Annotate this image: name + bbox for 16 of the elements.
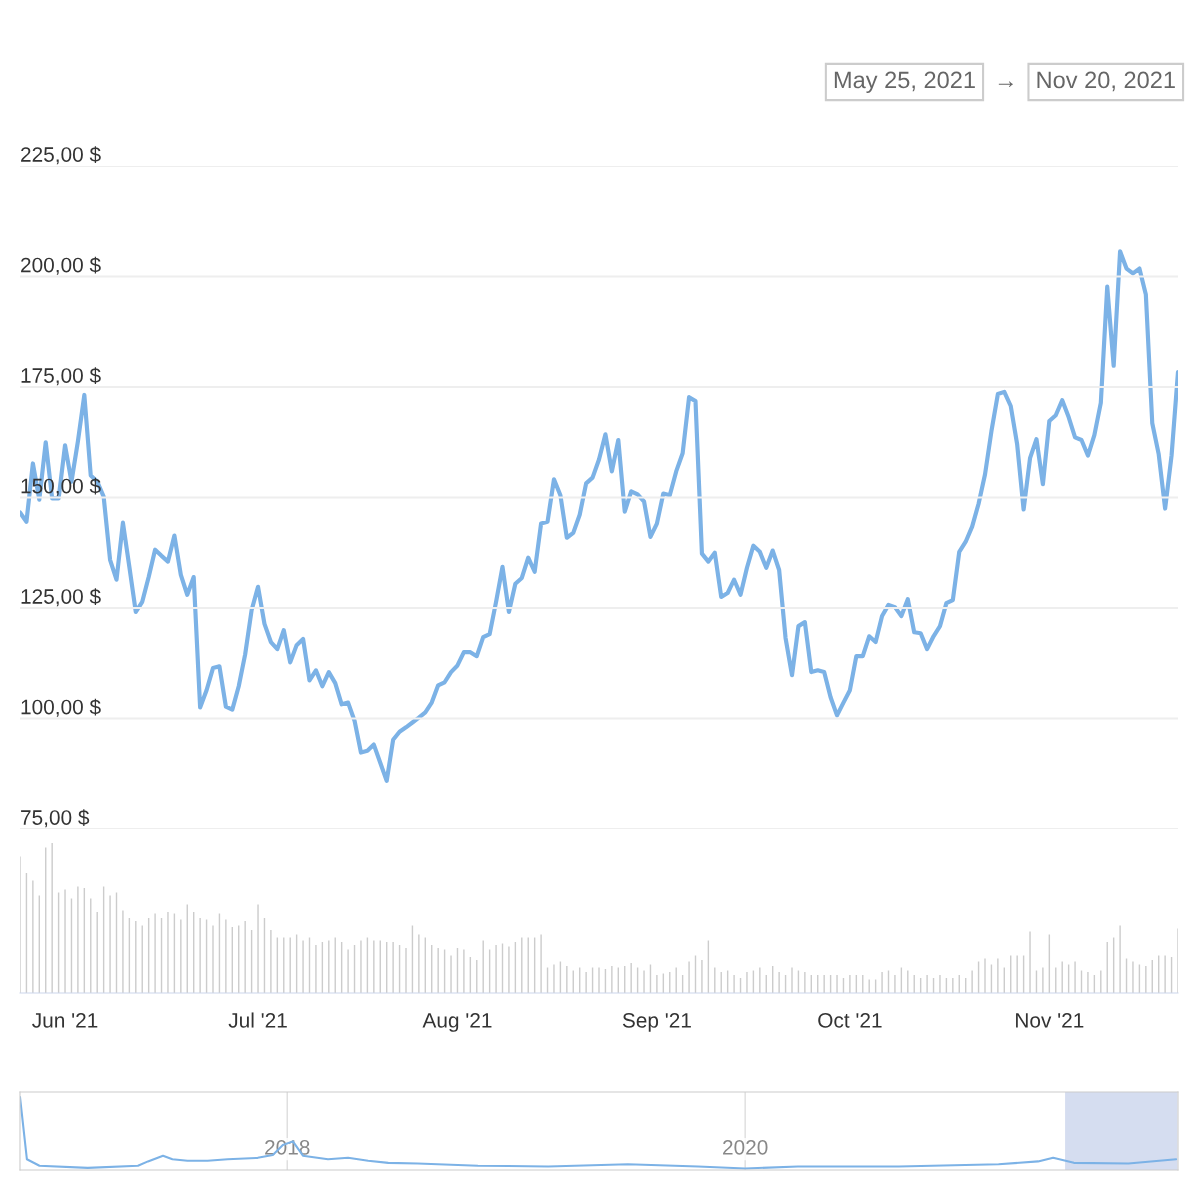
x-tick-label: 2020 [723,1139,768,1155]
y-tick-label: 75,00 $ [21,809,90,828]
x-tick-label: Sep '21 [622,1012,691,1032]
x-tick-label: Oct '21 [818,1012,882,1028]
text: Nov 20, 2021 [1037,71,1175,92]
text: → [998,81,1013,87]
x-tick-label: Aug '21 [422,1012,492,1032]
x-tick-label: Jul '21 [228,1012,287,1028]
y-tick-label: 225,00 $ [21,146,101,165]
text: May 25, 2021 [834,71,975,93]
x-tick-label: Jun '21 [32,1012,98,1028]
y-tick-label: 125,00 $ [21,588,101,607]
y-tick-label: 200,00 $ [21,256,101,275]
x-tick-label: Nov '21 [1016,1012,1084,1028]
y-tick-label: 100,00 $ [21,698,101,717]
y-tick-label: 175,00 $ [21,367,101,386]
